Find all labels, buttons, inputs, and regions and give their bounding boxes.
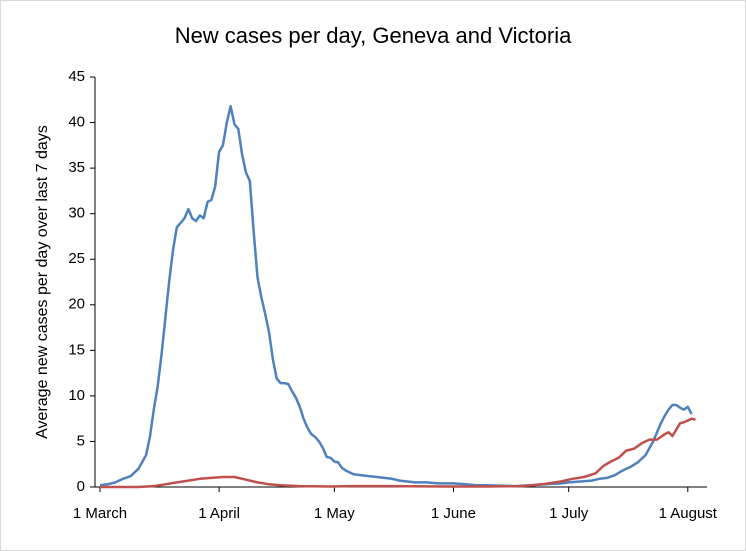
x-tick-label: 1 August [659, 505, 718, 522]
y-tick-label: 15 [68, 341, 85, 358]
x-tick-label: 1 July [549, 505, 589, 522]
y-tick-label: 0 [77, 478, 85, 495]
y-tick-label: 40 [68, 114, 85, 131]
y-axis-label: Average new cases per day over last 7 da… [34, 125, 51, 439]
y-tick-label: 5 [77, 432, 85, 449]
x-tick-label: 1 June [431, 505, 476, 522]
series-line [100, 417, 696, 489]
chart-title: New cases per day, Geneva and Victoria [175, 23, 572, 48]
y-tick-label: 30 [68, 205, 85, 222]
x-tick-label: 1 April [198, 505, 240, 522]
y-tick-label: 20 [68, 296, 85, 313]
x-tick-label: 1 May [314, 505, 355, 522]
y-tick-label: 45 [68, 68, 85, 85]
x-tick-label: 1 March [73, 505, 127, 522]
series-line [99, 104, 693, 488]
y-tick-label: 10 [68, 387, 85, 404]
y-tick-label: 35 [68, 159, 85, 176]
y-tick-label: 25 [68, 250, 85, 267]
